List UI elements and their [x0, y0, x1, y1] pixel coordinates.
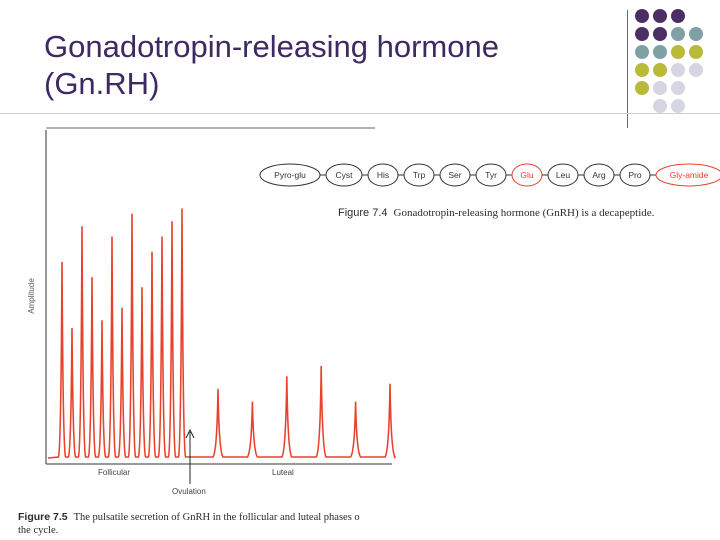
figure-7-5-label: Figure 7.5: [18, 511, 68, 523]
gray-dot: [653, 81, 667, 95]
gray-dot: [689, 63, 703, 77]
residue-label: Arg: [592, 170, 606, 180]
teal-dot: [671, 27, 685, 41]
residue-label: Pyro-glu: [274, 170, 306, 180]
figure-7-5-text-line-2: the cycle.: [18, 525, 59, 536]
teal-dot: [635, 45, 649, 59]
residue-label: His: [377, 170, 389, 180]
slide-title-line-2: (Gn.RH): [44, 66, 160, 101]
gnrh-pulse-figure: Amplitude Follicular Luteal Ovulation: [27, 127, 397, 496]
gnrh-pulse-line: [47, 208, 397, 459]
gray-dot: [671, 99, 685, 113]
decorative-dot-grid: [635, 9, 703, 113]
olive-dot: [635, 81, 649, 95]
purple-dot: [635, 27, 649, 41]
pulse-series: [47, 208, 397, 459]
residue-gly-amide: [655, 163, 720, 187]
purple-dot: [653, 27, 667, 41]
figure-7-5-caption: Figure 7.5 The pulsatile secretion of GnR…: [18, 511, 398, 537]
ovulation-arrowhead: [185, 428, 195, 439]
figure-7-4-label: Figure 7.4: [338, 207, 388, 219]
teal-dot: [653, 45, 667, 59]
residue-label: Pro: [628, 170, 642, 180]
residue-label: Tyr: [485, 170, 497, 180]
residue-label: Trp: [413, 170, 426, 180]
purple-dot: [635, 9, 649, 23]
gray-dot: [671, 81, 685, 95]
olive-dot: [689, 45, 703, 59]
olive-dot: [635, 63, 649, 77]
residue-label: Ser: [448, 170, 461, 180]
residue-label: Gly-amide: [670, 170, 709, 180]
peptide-residues: Pyro-glu Cyst His Trp Ser Tyr Glu Leu Arg Pro Gly-…: [259, 163, 720, 187]
residue-label: Cyst: [336, 170, 354, 180]
olive-dot: [671, 45, 685, 59]
gnrh-peptide-chain: Pyro-glu Cyst His Trp Ser Tyr Glu Leu Arg Pro Gly-…: [240, 140, 720, 240]
header-rule: [0, 113, 720, 114]
olive-dot: [653, 63, 667, 77]
figure-7-5-text-line-1: The pulsatile secretion of GnRH in the f…: [73, 512, 360, 523]
slide-title: Gonadotropin-releasing hormone (Gn.RH): [44, 28, 624, 102]
purple-dot: [671, 9, 685, 23]
peptide-panel-bg: [240, 140, 720, 240]
residue-label: Leu: [556, 170, 570, 180]
title-divider: [627, 10, 628, 128]
gray-dot: [653, 99, 667, 113]
figure-7-4-caption: Figure 7.4 Gonadotropin-releasing hormone…: [338, 207, 654, 219]
teal-dot: [689, 27, 703, 41]
ovulation-label: Ovulation: [172, 487, 206, 496]
residue-label: Glu: [520, 170, 534, 180]
gray-dot: [671, 63, 685, 77]
slide-title-line-1: Gonadotropin-releasing hormone: [44, 29, 499, 64]
y-axis-label: Amplitude: [27, 278, 36, 314]
luteal-phase-label: Luteal: [272, 468, 294, 477]
follicular-phase-label: Follicular: [98, 468, 130, 477]
figure-7-4-text: Gonadotropin-releasing hormone (GnRH) is…: [393, 207, 655, 219]
purple-dot: [653, 9, 667, 23]
